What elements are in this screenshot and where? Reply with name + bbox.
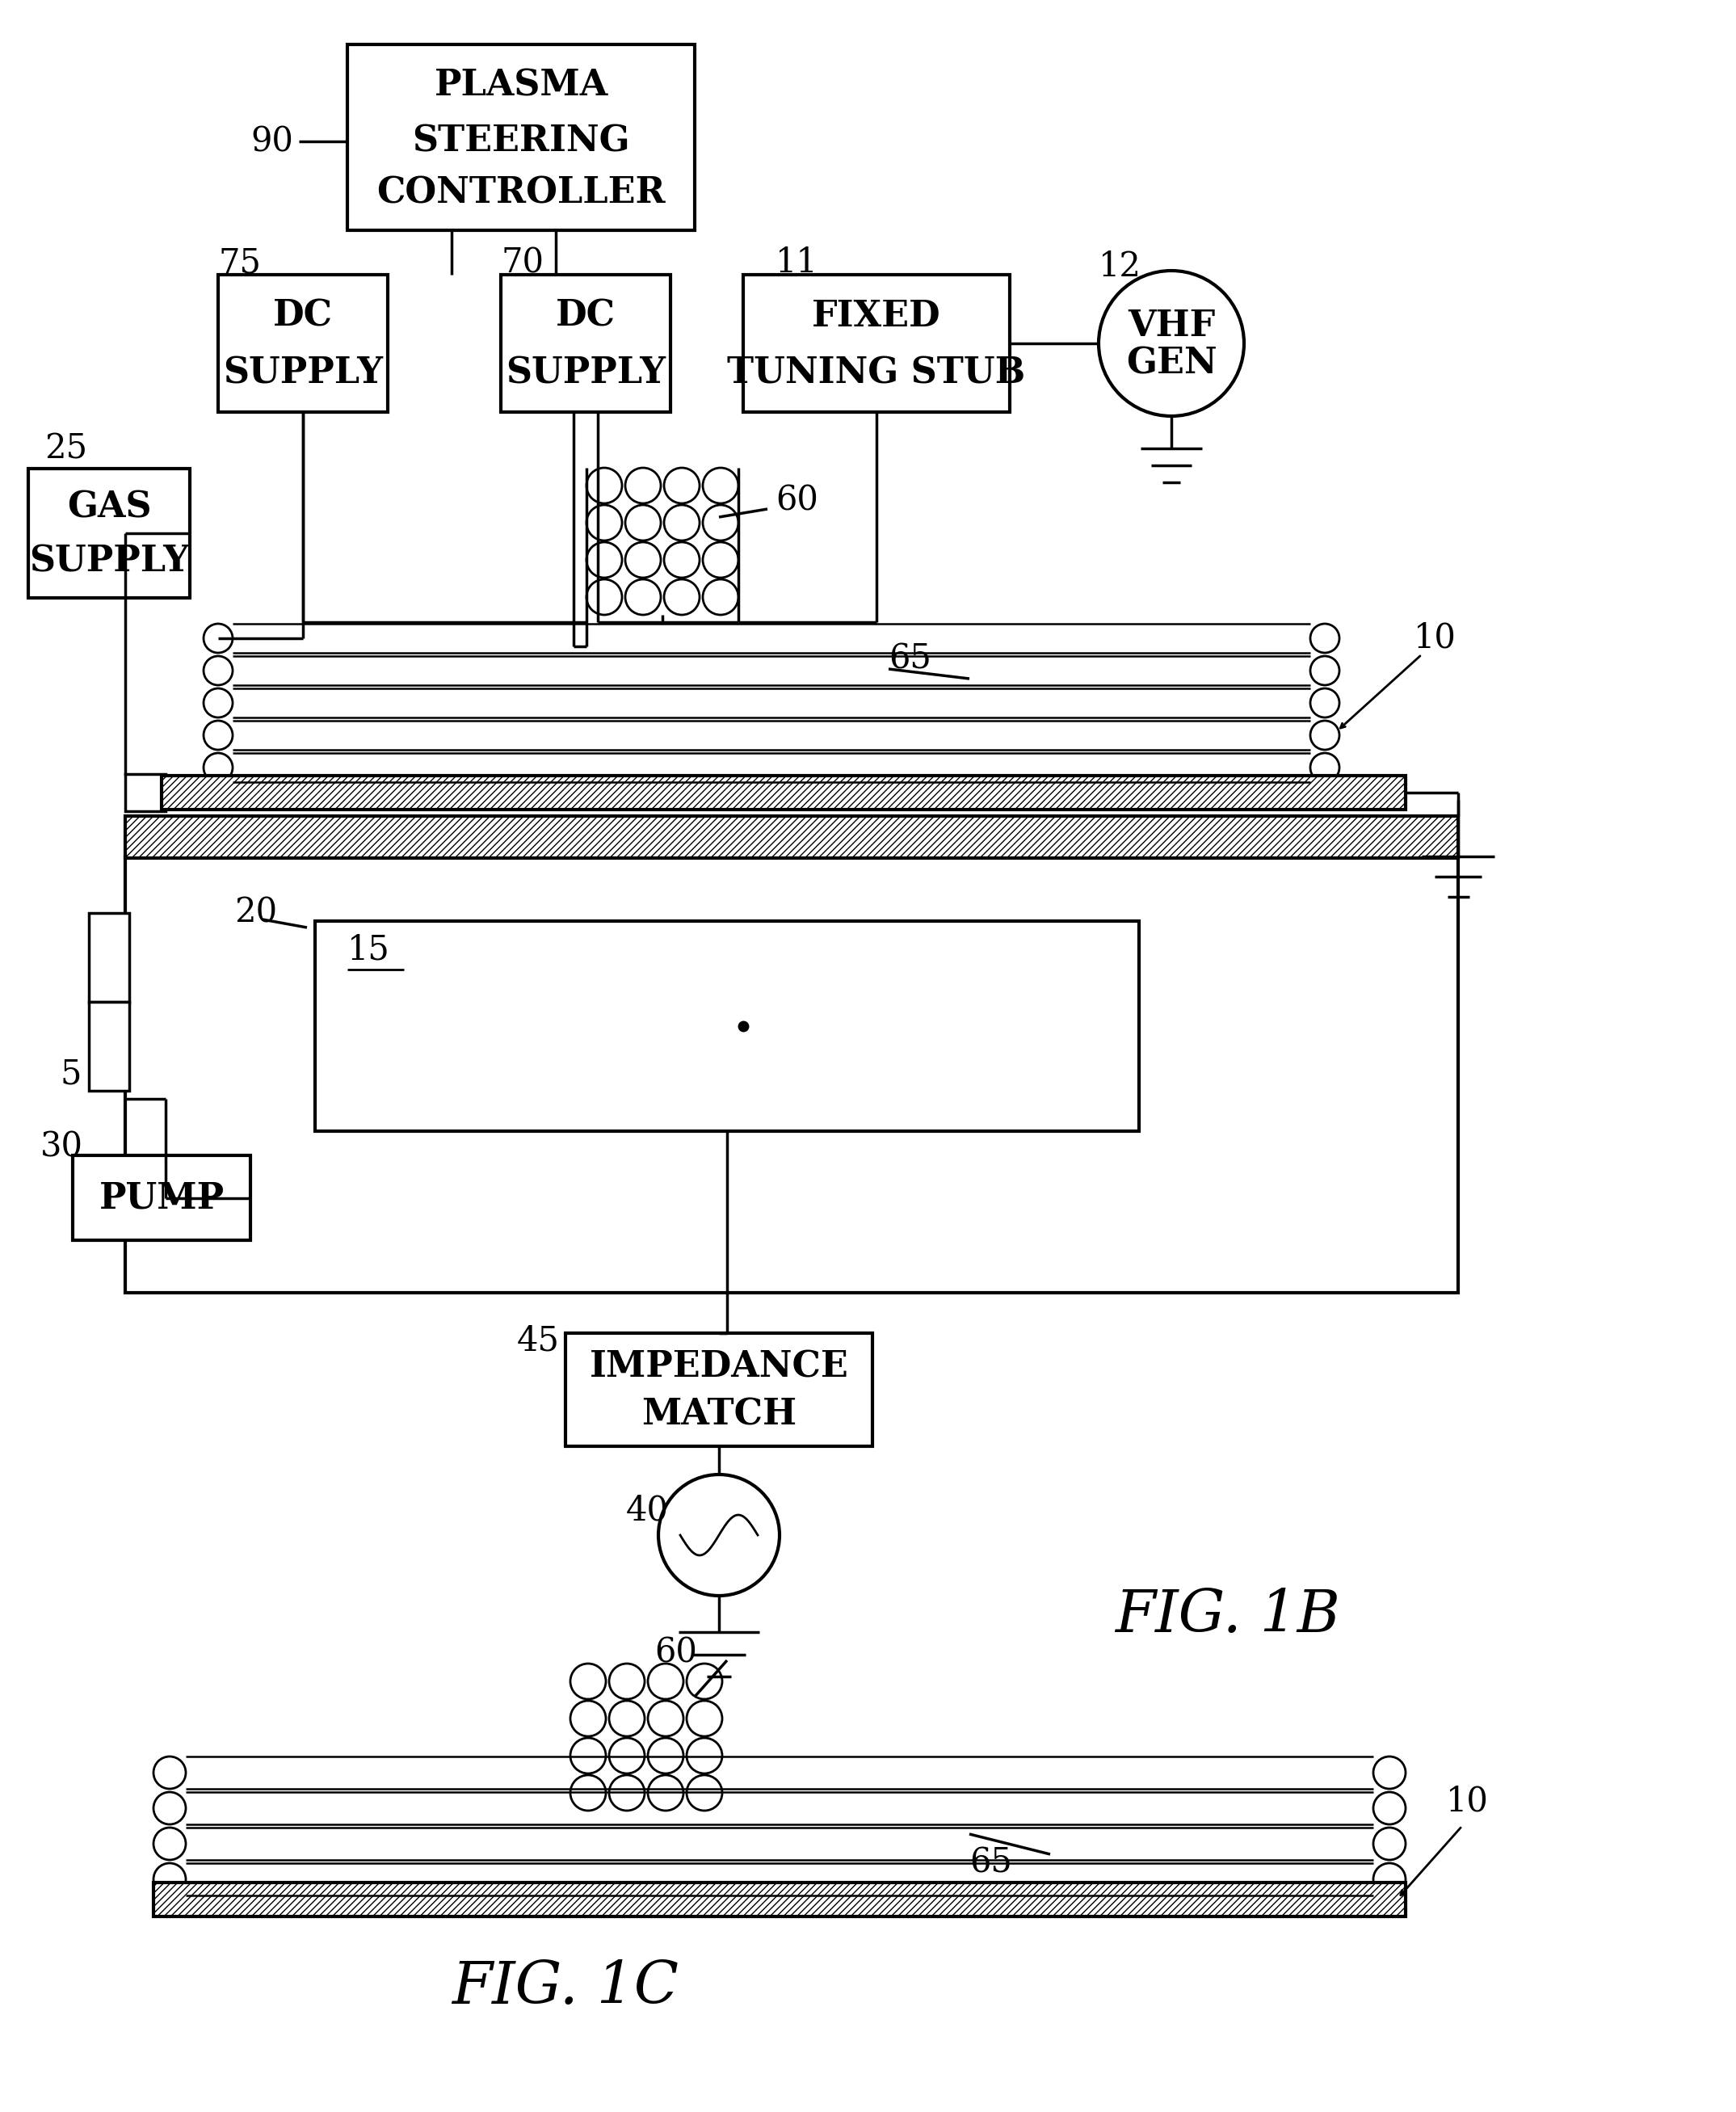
- Bar: [743, 275, 1010, 412]
- Text: 65: 65: [969, 1846, 1012, 1880]
- Text: FIXED: FIXED: [812, 298, 941, 334]
- Text: IMPEDANCE: IMPEDANCE: [590, 1350, 849, 1385]
- Text: FIG. 1B: FIG. 1B: [1115, 1588, 1340, 1645]
- Text: SUPPLY: SUPPLY: [222, 357, 384, 391]
- Text: 12: 12: [1099, 249, 1142, 283]
- Text: 20: 20: [234, 895, 278, 929]
- Text: 10: 10: [1446, 1785, 1489, 1818]
- Text: 90: 90: [250, 125, 293, 158]
- Text: 40: 40: [627, 1493, 668, 1527]
- Bar: [347, 44, 694, 230]
- Text: FIG. 1C: FIG. 1C: [451, 1960, 679, 2017]
- Text: TUNING STUB: TUNING STUB: [727, 357, 1026, 391]
- Text: 15: 15: [347, 931, 391, 967]
- Text: 25: 25: [45, 431, 87, 465]
- Text: SUPPLY: SUPPLY: [30, 545, 189, 579]
- Text: PUMP: PUMP: [99, 1181, 224, 1214]
- Bar: [125, 815, 1458, 857]
- Bar: [125, 773, 165, 811]
- Text: GEN: GEN: [1127, 346, 1217, 380]
- Text: CONTROLLER: CONTROLLER: [377, 175, 665, 211]
- Text: 10: 10: [1413, 621, 1457, 655]
- Text: DC: DC: [556, 298, 616, 334]
- Bar: [219, 275, 387, 412]
- Text: MATCH: MATCH: [641, 1398, 797, 1432]
- Text: 70: 70: [502, 245, 543, 279]
- Text: 60: 60: [654, 1635, 698, 1668]
- Text: 30: 30: [40, 1130, 83, 1164]
- Text: 75: 75: [219, 245, 260, 279]
- Bar: [89, 1001, 128, 1090]
- Text: 65: 65: [889, 642, 930, 676]
- Text: PLASMA: PLASMA: [434, 68, 608, 103]
- Bar: [89, 912, 128, 1001]
- Bar: [125, 857, 1458, 1293]
- Bar: [73, 1155, 250, 1240]
- Text: VHF: VHF: [1128, 308, 1215, 342]
- Text: 11: 11: [776, 245, 818, 279]
- Text: SUPPLY: SUPPLY: [505, 357, 665, 391]
- Text: DC: DC: [273, 298, 333, 334]
- Bar: [502, 275, 670, 412]
- Text: GAS: GAS: [68, 490, 151, 524]
- Text: STEERING: STEERING: [411, 125, 630, 158]
- Text: 5: 5: [61, 1058, 82, 1092]
- Bar: [28, 469, 189, 598]
- Bar: [566, 1333, 873, 1447]
- Bar: [314, 921, 1139, 1132]
- Bar: [153, 1882, 1406, 1916]
- Bar: [161, 775, 1406, 809]
- Text: 45: 45: [517, 1324, 559, 1358]
- Text: 60: 60: [776, 484, 818, 517]
